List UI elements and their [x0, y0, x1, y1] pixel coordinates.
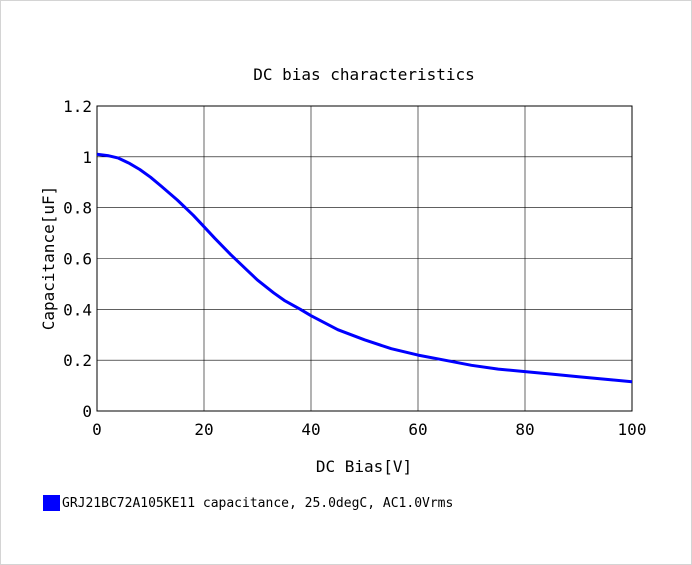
- series-line: [96, 152, 633, 384]
- x-tick-label: 60: [408, 420, 427, 439]
- y-axis-label: Capacitance[uF]: [39, 186, 58, 331]
- y-tick-label: 0.6: [63, 250, 92, 269]
- legend-label: GRJ21BC72A105KE11 capacitance, 25.0degC,…: [62, 495, 454, 511]
- series-group: [96, 152, 633, 384]
- y-tick-label: 0.8: [63, 199, 92, 218]
- y-tick-label: 1.2: [63, 97, 92, 116]
- x-tick-label: 0: [92, 420, 102, 439]
- x-tick-label: 40: [301, 420, 320, 439]
- chart-title: DC bias characteristics: [253, 65, 475, 84]
- y-tick-label: 0.2: [63, 351, 92, 370]
- y-tick-label: 0: [82, 402, 92, 421]
- x-tick-label: 100: [618, 420, 647, 439]
- x-axis-label: DC Bias[V]: [316, 457, 412, 476]
- x-tick-label: 20: [194, 420, 213, 439]
- x-tick-labels: 0 20 40 60 80 100: [92, 420, 646, 439]
- y-tick-label: 1: [82, 148, 92, 167]
- legend: GRJ21BC72A105KE11 capacitance, 25.0degC,…: [43, 495, 453, 511]
- x-tick-label: 80: [515, 420, 534, 439]
- y-tick-labels: 0 0.2 0.4 0.6 0.8 1 1.2: [63, 97, 92, 421]
- y-tick-label: 0.4: [63, 300, 92, 319]
- grid: [97, 106, 632, 411]
- legend-swatch: [43, 495, 60, 511]
